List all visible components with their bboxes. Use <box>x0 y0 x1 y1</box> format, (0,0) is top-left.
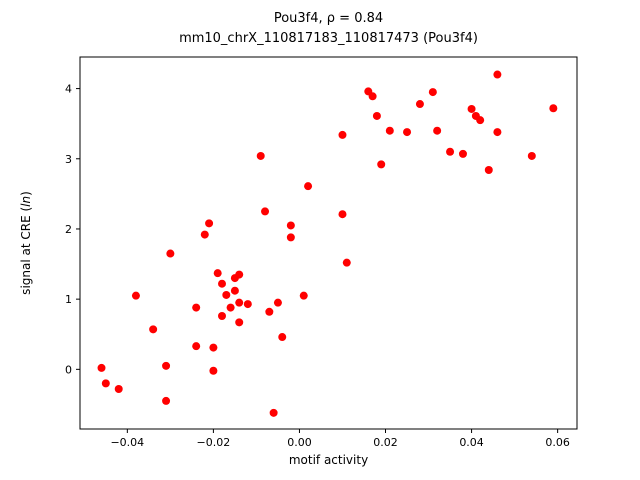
scatter-point <box>278 333 287 342</box>
scatter-point <box>493 128 502 137</box>
scatter-point <box>235 298 244 307</box>
scatter-point <box>549 104 558 113</box>
scatter-point <box>209 343 218 352</box>
scatter-point <box>213 269 222 278</box>
scatter-point <box>428 88 437 97</box>
scatter-point <box>200 230 209 239</box>
scatter-point <box>114 384 123 393</box>
y-axis-label: signal at CRE (ln) <box>19 191 33 295</box>
scatter-point <box>235 270 244 279</box>
scatter-point <box>342 258 351 267</box>
scatter-point <box>256 151 265 160</box>
scatter-point <box>269 408 278 417</box>
scatter-point <box>415 100 424 109</box>
scatter-point <box>446 147 455 156</box>
scatter-point <box>338 130 347 139</box>
scatter-point <box>131 291 140 300</box>
chart-title: Pou3f4, ρ = 0.84 <box>273 11 384 26</box>
x-axis-label: motif activity <box>288 453 369 467</box>
y-tick-label: 4 <box>65 83 72 96</box>
y-tick-label: 3 <box>65 153 72 166</box>
scatter-point <box>149 325 158 334</box>
y-axis-label-suffix: ) <box>19 191 33 196</box>
y-tick-label: 1 <box>65 293 72 306</box>
scatter-point <box>372 111 381 120</box>
scatter-point <box>192 342 201 351</box>
y-axis-label-italic: ln <box>19 195 33 207</box>
scatter-point <box>484 166 493 175</box>
scatter-point <box>218 279 226 288</box>
y-tick-label: 0 <box>65 363 72 376</box>
scatter-point <box>433 126 442 135</box>
chart-title-block: Pou3f4, ρ = 0.84 mm10_chrX_110817183_110… <box>80 9 577 48</box>
scatter-point <box>273 298 282 307</box>
scatter-point <box>338 210 347 219</box>
scatter-point <box>222 290 231 299</box>
scatter-point <box>527 151 536 160</box>
scatter-point <box>162 396 171 405</box>
scatter-point <box>166 249 175 258</box>
x-tick-label: 0.04 <box>459 436 484 449</box>
x-tick-label: 0.06 <box>545 436 570 449</box>
scatter-point <box>162 361 171 370</box>
scatter-point <box>304 182 313 191</box>
scatter-point <box>226 303 235 312</box>
scatter-point <box>101 379 110 388</box>
scatter-point <box>368 92 377 101</box>
scatter-point <box>261 207 270 216</box>
scatter-point <box>230 286 239 295</box>
scatter-point <box>97 363 106 372</box>
scatter-point <box>377 160 386 169</box>
x-tick-label: 0.02 <box>373 436 398 449</box>
scatter-point <box>403 128 412 137</box>
scatter-point <box>286 233 295 242</box>
y-tick-label: 2 <box>65 223 72 236</box>
scatter-point <box>205 219 214 228</box>
y-axis-label-prefix: signal at CRE ( <box>19 206 33 295</box>
x-tick-label: −0.02 <box>197 436 231 449</box>
scatter-point <box>493 70 502 79</box>
scatter-point <box>385 126 394 135</box>
scatter-point <box>467 104 476 113</box>
scatter-point <box>265 307 274 316</box>
scatter-point <box>235 318 244 327</box>
scatter-point <box>286 221 295 230</box>
scatter-point <box>218 311 226 320</box>
x-tick-label: −0.04 <box>110 436 144 449</box>
scatter-point <box>458 149 467 158</box>
axes-frame <box>79 56 578 430</box>
x-tick-label: 0.00 <box>287 436 312 449</box>
chart-subtitle: mm10_chrX_110817183_110817473 (Pou3f4) <box>179 30 478 46</box>
scatter-point <box>243 300 252 309</box>
scatter-point <box>209 366 218 375</box>
scatter-point <box>476 116 485 125</box>
scatter-point <box>299 291 308 300</box>
scatter-point <box>192 303 201 312</box>
